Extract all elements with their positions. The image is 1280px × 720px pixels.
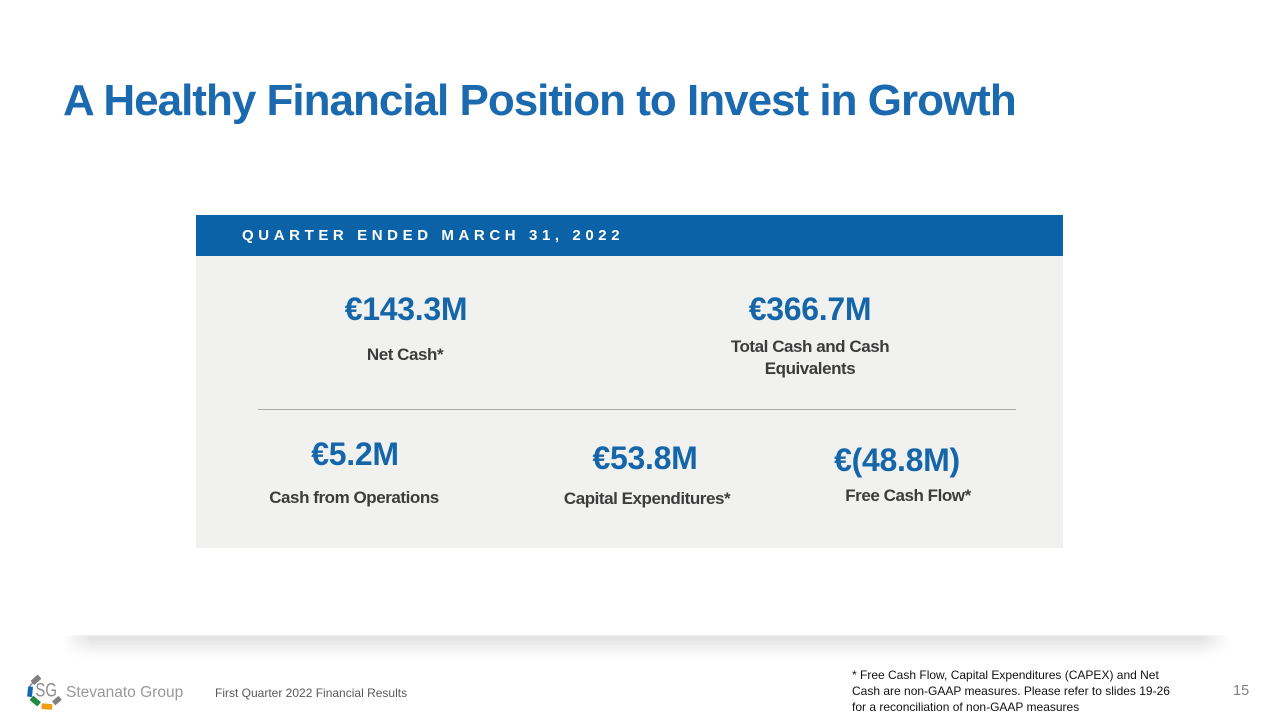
svg-text:,: ,: [56, 685, 60, 702]
svg-text:SG: SG: [35, 681, 57, 702]
